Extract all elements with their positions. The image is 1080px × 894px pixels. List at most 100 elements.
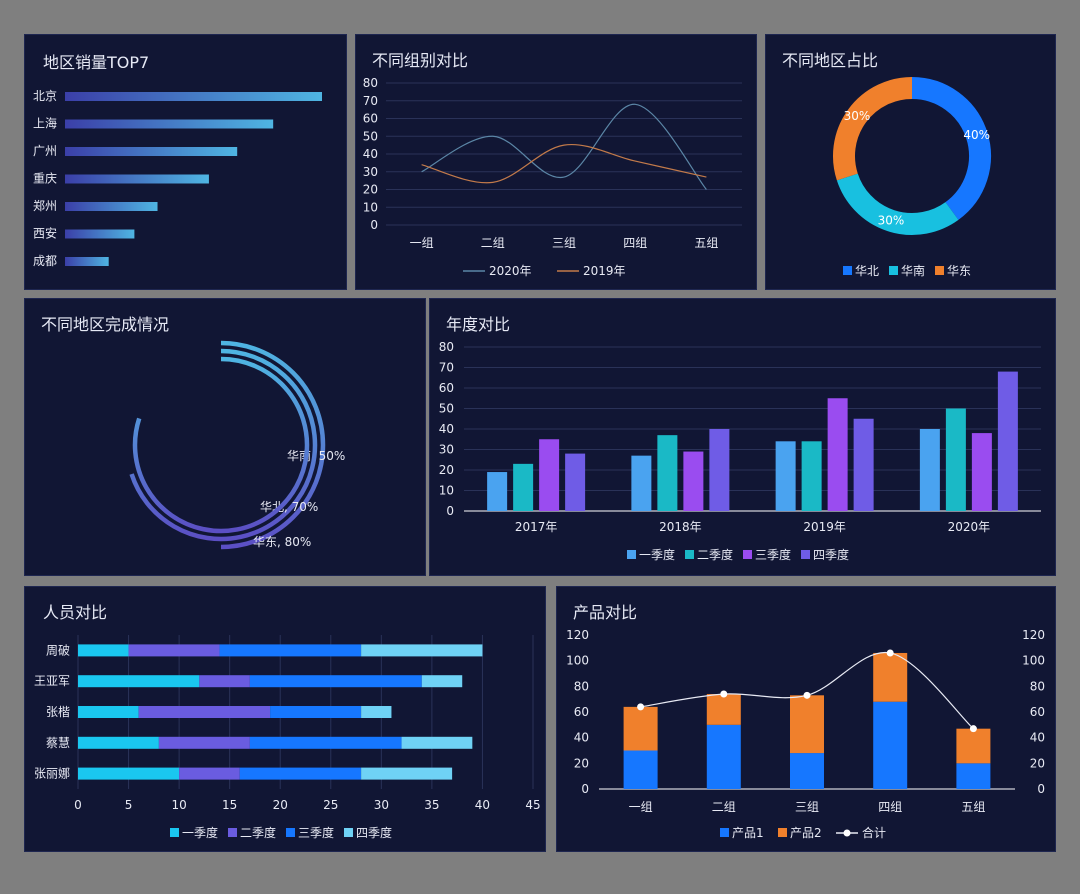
legend-swatch bbox=[935, 266, 944, 275]
bar bbox=[801, 441, 822, 511]
bar-segment bbox=[249, 675, 422, 688]
bar bbox=[997, 371, 1018, 511]
product-stacked-bar-chart: 0 0 20 20 40 40 60 60 80 80 100 100 120 120 一组 二组 三组 四组 五组… bbox=[566, 628, 1045, 840]
y-tick-label: 50 bbox=[363, 129, 378, 143]
bar bbox=[657, 435, 678, 511]
x-tick-label: 30 bbox=[374, 798, 389, 812]
chart-title: 不同地区完成情况 bbox=[41, 315, 170, 334]
completion-arc bbox=[220, 340, 326, 550]
bar-segment bbox=[199, 675, 250, 688]
bar-segment bbox=[956, 728, 991, 764]
bar-segment bbox=[158, 736, 250, 749]
y-tick-label: 80 bbox=[574, 679, 589, 693]
category-label: 成都 bbox=[33, 254, 57, 268]
y-tick-label: 20 bbox=[439, 463, 454, 477]
category-label: 张丽娜 bbox=[34, 767, 70, 781]
group-line-chart: 0 10 20 30 40 50 60 70 80 一组 二组 三组 四组 五组 2020年 2019年 bbox=[363, 76, 742, 278]
bar bbox=[971, 433, 992, 511]
bar-segment bbox=[78, 644, 129, 657]
x-tick-label: 二组 bbox=[712, 800, 736, 814]
donut-slice bbox=[836, 173, 959, 235]
y-tick-label: 60 bbox=[439, 381, 454, 395]
bar-segment bbox=[706, 724, 741, 789]
legend-swatch bbox=[801, 550, 810, 559]
legend-label: 产品1 bbox=[732, 826, 764, 840]
donut-slice bbox=[911, 77, 991, 220]
legend-swatch bbox=[778, 828, 787, 837]
y-tick-label: 50 bbox=[439, 402, 454, 416]
category-label: 郑州 bbox=[33, 198, 57, 213]
bar-segment bbox=[873, 701, 908, 789]
x-tick-label: 2020年 bbox=[948, 520, 991, 534]
legend-label: 一季度 bbox=[182, 825, 218, 840]
bar-segment bbox=[956, 763, 991, 789]
legend-swatch bbox=[889, 266, 898, 275]
bar-segment bbox=[706, 694, 741, 725]
y-tick-label: 60 bbox=[363, 112, 378, 126]
bar bbox=[65, 92, 322, 101]
x-tick-label: 40 bbox=[475, 798, 490, 812]
legend-label: 四季度 bbox=[813, 547, 849, 562]
bar-segment bbox=[78, 736, 159, 749]
y-tick-label: 20 bbox=[574, 756, 589, 770]
arc-label: 华东, 80% bbox=[253, 535, 311, 549]
bar-segment bbox=[78, 767, 180, 780]
bar-segment bbox=[78, 706, 139, 718]
x-tick-label: 35 bbox=[424, 798, 439, 812]
category-label: 上海 bbox=[33, 116, 57, 131]
bar bbox=[539, 439, 560, 511]
chart-title: 地区销量TOP7 bbox=[43, 53, 150, 72]
category-label: 西安 bbox=[33, 226, 57, 241]
y-tick-label: 10 bbox=[439, 484, 454, 498]
y-tick-label: 30 bbox=[363, 165, 378, 179]
bar bbox=[565, 453, 586, 511]
legend-label: 四季度 bbox=[356, 825, 392, 840]
legend-swatch bbox=[286, 828, 295, 837]
legend-swatch bbox=[843, 266, 852, 275]
y-tick-label: 0 bbox=[370, 218, 378, 232]
total-point bbox=[803, 691, 811, 699]
x-tick-label: 四组 bbox=[878, 800, 902, 814]
legend-label: 华北 bbox=[855, 264, 879, 278]
bar bbox=[683, 451, 704, 511]
series-line bbox=[421, 103, 707, 190]
y-tick-label: 20 bbox=[363, 183, 378, 197]
y-tick-label: 40 bbox=[439, 422, 454, 436]
legend-swatch bbox=[743, 550, 752, 559]
bar bbox=[827, 398, 848, 511]
panel-group: 不同组别对比 0 10 20 30 40 50 60 70 80 一组 二组 三组 四组 五组 2020年 2… bbox=[355, 34, 757, 290]
bar-segment bbox=[623, 750, 658, 789]
y2-tick-label: 100 bbox=[1022, 654, 1045, 668]
x-tick-label: 0 bbox=[74, 798, 82, 812]
legend-label: 三季度 bbox=[298, 825, 334, 840]
bar bbox=[919, 429, 940, 511]
share-donut-chart: 40% 30% 30% 华北 华南 华东 bbox=[833, 77, 991, 278]
y2-tick-label: 20 bbox=[1030, 756, 1045, 770]
bar-segment bbox=[138, 706, 271, 718]
legend-swatch bbox=[720, 828, 729, 837]
completion-arc bbox=[132, 356, 310, 534]
legend-label: 合计 bbox=[862, 825, 886, 840]
bar-segment bbox=[361, 706, 392, 718]
legend-label: 二季度 bbox=[240, 825, 276, 840]
legend-label: 华东 bbox=[947, 264, 971, 278]
bar-segment bbox=[873, 652, 908, 702]
panel-yearly: 年度对比 0 10 20 30 40 50 60 70 80 2017年 2018年 2019年 202… bbox=[429, 298, 1056, 576]
bar-segment bbox=[239, 767, 362, 780]
y-tick-label: 70 bbox=[439, 361, 454, 375]
legend-label: 2019年 bbox=[583, 264, 626, 278]
x-tick-label: 10 bbox=[171, 798, 186, 812]
bar-segment bbox=[270, 706, 362, 718]
legend-swatch bbox=[170, 828, 179, 837]
category-label: 广州 bbox=[33, 144, 57, 158]
x-tick-label: 5 bbox=[125, 798, 133, 812]
bar-segment bbox=[790, 753, 824, 789]
x-tick-label: 三组 bbox=[552, 236, 576, 250]
legend-swatch bbox=[685, 550, 694, 559]
y-tick-label: 10 bbox=[363, 200, 378, 214]
bar-segment bbox=[249, 736, 402, 749]
x-tick-label: 20 bbox=[273, 798, 288, 812]
y-tick-label: 40 bbox=[574, 731, 589, 745]
